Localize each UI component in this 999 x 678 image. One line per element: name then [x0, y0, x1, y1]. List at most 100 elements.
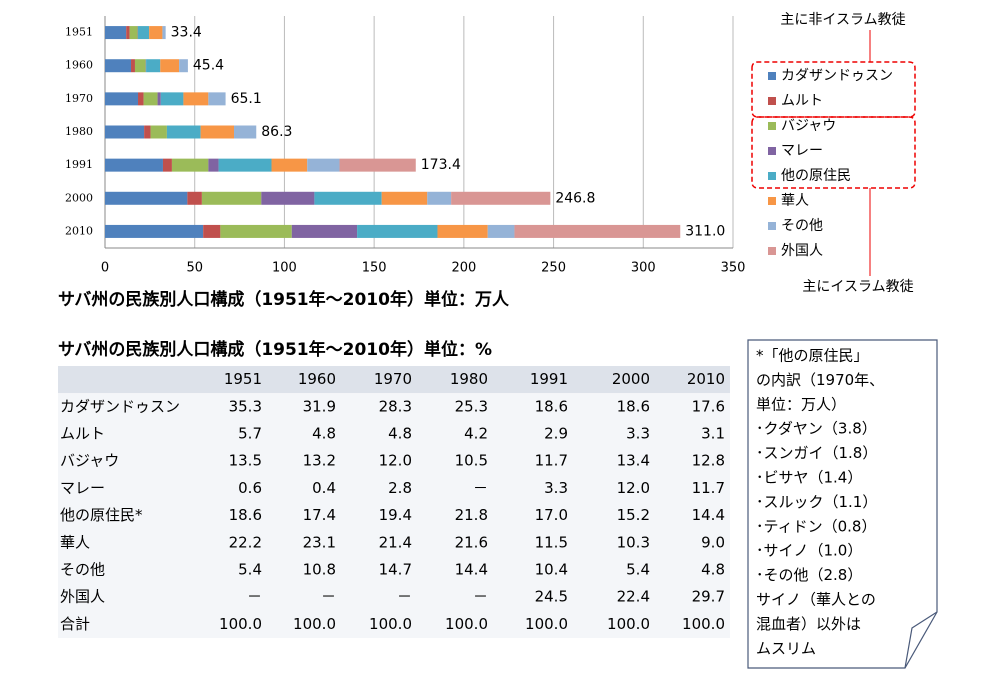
- total-label: 65.1: [231, 91, 262, 107]
- bar-segment: [105, 26, 127, 40]
- bar-segment: [451, 191, 551, 205]
- bar-segment: [427, 191, 452, 205]
- bar-segment: [105, 59, 132, 73]
- legend-swatch: [768, 97, 776, 105]
- bar-segment: [105, 125, 145, 139]
- y-tick-label: 1991: [65, 158, 93, 171]
- table-cell: 3.3: [544, 479, 568, 497]
- table-header: 2000: [612, 370, 650, 388]
- table-cell: 12.0: [379, 452, 412, 470]
- table-cell: 21.4: [379, 533, 412, 551]
- group-box: [751, 116, 916, 189]
- legend-label: 華人: [781, 193, 809, 209]
- x-tick-label: 300: [631, 261, 656, 276]
- bar-segment: [105, 191, 188, 205]
- row-label: 外国人: [60, 588, 105, 606]
- bar-segment: [162, 158, 172, 172]
- legend-swatch: [768, 122, 776, 130]
- bar-segment: [187, 191, 202, 205]
- legend-label: 他の原住民: [781, 168, 851, 184]
- table-cell: 11.7: [692, 479, 725, 497]
- y-tick-label: 1960: [65, 59, 93, 72]
- table-header-bg: [58, 366, 730, 394]
- table-cell: 19.4: [379, 506, 412, 524]
- table-cell: 15.2: [617, 506, 650, 524]
- bar-segment: [357, 224, 438, 238]
- table-cell: 4.8: [388, 425, 412, 443]
- note-line: ･その他（2.8）: [756, 566, 862, 584]
- bar-segment: [234, 125, 257, 139]
- row-label: 他の原住民*: [60, 506, 143, 524]
- bar-segment: [514, 224, 681, 238]
- bar-segment: [129, 26, 138, 40]
- bar-segment: [171, 158, 209, 172]
- table-cell: 17.0: [535, 506, 568, 524]
- table-cell: 2.9: [544, 425, 568, 443]
- bar-segment: [271, 158, 308, 172]
- table-cell: 11.7: [535, 452, 568, 470]
- table-cell: 17.6: [692, 397, 725, 415]
- table-header: 1951: [224, 370, 262, 388]
- note-line: ･ティドン（0.8）: [756, 517, 876, 535]
- table-cell: 18.6: [229, 506, 262, 524]
- row-label: 合計: [60, 615, 90, 633]
- bar-segment: [220, 224, 292, 238]
- table-cell: 100.0: [445, 615, 488, 633]
- bar-segment: [149, 26, 163, 40]
- bar-segment: [307, 158, 340, 172]
- bar-segment: [138, 92, 144, 106]
- total-label: 246.8: [555, 190, 595, 206]
- note-line: ･スンガイ（1.8）: [756, 444, 877, 462]
- table-header: 1960: [298, 370, 336, 388]
- table-cell: 0.4: [312, 479, 336, 497]
- table-cell: 2.8: [388, 479, 412, 497]
- bar-segment: [160, 92, 184, 106]
- bar-segment: [144, 125, 151, 139]
- table-cell: 25.3: [455, 397, 488, 415]
- note-line: ･スルック（1.1）: [756, 493, 877, 511]
- table-cell: 100.0: [607, 615, 650, 633]
- table-cell: 100.0: [369, 615, 412, 633]
- bar-segment: [200, 125, 235, 139]
- table-cell: 9.0: [701, 533, 725, 551]
- bar-segment: [126, 26, 130, 40]
- table-cell: 4.8: [312, 425, 336, 443]
- legend-label: その他: [781, 218, 823, 234]
- table-cell: 35.3: [229, 397, 262, 415]
- note-line: 混血者）以外は: [756, 615, 861, 633]
- bar-segment: [150, 125, 167, 139]
- y-tick-label: 1951: [65, 26, 93, 39]
- note-line: ･サイノ（1.0）: [756, 542, 862, 560]
- bar-segment: [261, 191, 315, 205]
- x-tick-label: 0: [101, 261, 109, 276]
- bar-segment: [131, 59, 135, 73]
- bar-segment: [166, 125, 201, 139]
- y-tick-label: 2010: [65, 224, 93, 237]
- table-cell: －: [247, 588, 262, 606]
- note-line: 単位：万人）: [756, 395, 846, 413]
- table-cell: 13.4: [617, 452, 650, 470]
- y-tick-label: 1980: [65, 125, 93, 138]
- row-label: マレー: [60, 479, 105, 497]
- legend-label: カダザンドゥスン: [781, 68, 893, 84]
- table-cell: 18.6: [617, 397, 650, 415]
- table-cell: 31.9: [303, 397, 336, 415]
- legend-swatch: [768, 172, 776, 180]
- bar-segment: [134, 59, 146, 73]
- table-cell: 10.5: [455, 452, 488, 470]
- note-line: ムスリム: [756, 639, 816, 657]
- legend-label: ムルト: [781, 93, 823, 109]
- table-header: 2010: [687, 370, 725, 388]
- table-header: 1991: [530, 370, 568, 388]
- chart-title: サバ州の民族別人口構成（1951年～2010年）単位：万人: [58, 289, 510, 310]
- bar-segment: [157, 92, 161, 106]
- note-line: *「他の原住民」: [756, 347, 869, 365]
- table-cell: －: [473, 588, 488, 606]
- bar-segment: [146, 59, 161, 73]
- bar-segment: [162, 26, 166, 40]
- table-title: サバ州の民族別人口構成（1951年～2010年）単位：%: [58, 339, 492, 360]
- table-cell: 12.8: [692, 452, 725, 470]
- bar-segment: [160, 59, 180, 73]
- table-cell: 28.3: [379, 397, 412, 415]
